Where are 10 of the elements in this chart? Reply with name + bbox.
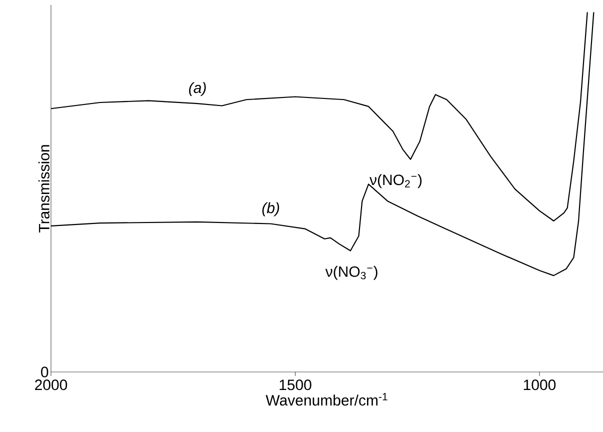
series-label: (b) bbox=[262, 202, 280, 216]
series-label: (a) bbox=[189, 82, 206, 96]
x-tick-label: 2000 bbox=[35, 380, 68, 390]
annotation: ν(NO$_{3}$$^{−}$) bbox=[325, 266, 378, 280]
text: 0 bbox=[41, 366, 48, 378]
x-tick-label: 1000 bbox=[524, 380, 556, 390]
y-axis-title: Transmission bbox=[38, 145, 50, 232]
x-tick-label: 1500 bbox=[280, 380, 312, 390]
annotation: ν(NO$_{2}$$^{−}$) bbox=[370, 174, 422, 188]
x-axis-title: Wavenumber/cm$^{-1}$ bbox=[266, 393, 388, 406]
